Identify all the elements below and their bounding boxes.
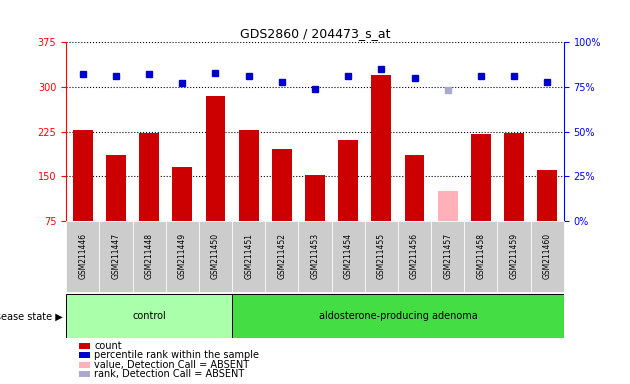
Bar: [232, 294, 564, 338]
Text: GSM211454: GSM211454: [344, 233, 353, 280]
Bar: [272, 149, 292, 221]
Bar: [265, 221, 299, 292]
Bar: [106, 156, 126, 221]
Text: GSM211450: GSM211450: [211, 233, 220, 280]
Bar: [66, 221, 100, 292]
Bar: [305, 175, 325, 221]
Bar: [365, 221, 398, 292]
Bar: [404, 156, 425, 221]
Bar: [331, 221, 365, 292]
Bar: [232, 221, 265, 292]
Bar: [73, 130, 93, 221]
Text: GSM211449: GSM211449: [178, 233, 186, 280]
Text: aldosterone-producing adenoma: aldosterone-producing adenoma: [319, 311, 478, 321]
Text: rank, Detection Call = ABSENT: rank, Detection Call = ABSENT: [94, 369, 244, 379]
Text: GSM211460: GSM211460: [543, 233, 552, 280]
Text: GSM211447: GSM211447: [112, 233, 120, 280]
Text: GSM211453: GSM211453: [311, 233, 319, 280]
Text: value, Detection Call = ABSENT: value, Detection Call = ABSENT: [94, 360, 249, 370]
Text: GSM211458: GSM211458: [476, 233, 485, 279]
Text: GSM211448: GSM211448: [145, 233, 154, 279]
Text: disease state ▶: disease state ▶: [0, 312, 63, 322]
Bar: [537, 170, 557, 221]
Bar: [498, 221, 530, 292]
Bar: [464, 221, 498, 292]
Text: GSM211446: GSM211446: [78, 233, 87, 280]
Text: count: count: [94, 341, 122, 351]
Bar: [338, 141, 358, 221]
Bar: [438, 191, 457, 221]
Bar: [239, 130, 258, 221]
Text: GSM211452: GSM211452: [277, 233, 286, 279]
Text: GSM211451: GSM211451: [244, 233, 253, 279]
Bar: [504, 133, 524, 221]
Bar: [372, 75, 391, 221]
Bar: [132, 221, 166, 292]
Bar: [398, 221, 431, 292]
Bar: [66, 294, 232, 338]
Text: GSM211456: GSM211456: [410, 233, 419, 280]
Bar: [205, 96, 226, 221]
Bar: [139, 133, 159, 221]
Bar: [199, 221, 232, 292]
Bar: [471, 134, 491, 221]
Text: percentile rank within the sample: percentile rank within the sample: [94, 350, 260, 360]
Title: GDS2860 / 204473_s_at: GDS2860 / 204473_s_at: [240, 26, 390, 40]
Bar: [173, 167, 192, 221]
Bar: [431, 221, 464, 292]
Text: GSM211457: GSM211457: [444, 233, 452, 280]
Bar: [166, 221, 199, 292]
Bar: [299, 221, 331, 292]
Text: control: control: [132, 311, 166, 321]
Text: GSM211459: GSM211459: [510, 233, 518, 280]
Bar: [530, 221, 564, 292]
Bar: [100, 221, 132, 292]
Text: GSM211455: GSM211455: [377, 233, 386, 280]
